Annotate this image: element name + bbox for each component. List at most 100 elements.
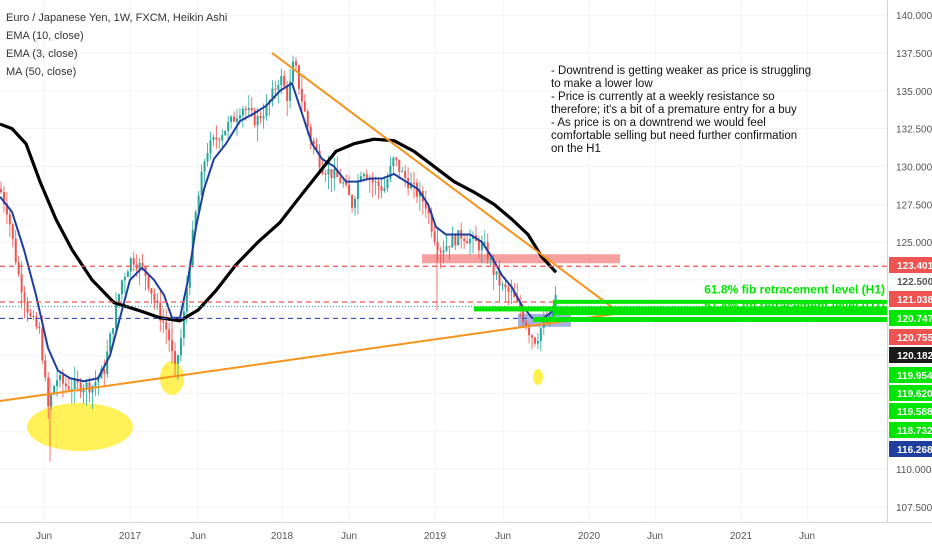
candle-body	[531, 335, 533, 338]
candle-body	[174, 351, 177, 364]
candle-body	[280, 75, 283, 86]
candle-body	[147, 275, 150, 289]
x-tick-label: 2021	[730, 531, 753, 542]
candle-body	[64, 383, 67, 387]
candle-body	[0, 189, 2, 193]
candle-body	[32, 316, 35, 318]
x-tick-label: 2019	[424, 531, 447, 542]
x-tick-label: 2018	[271, 531, 294, 542]
candle-body	[513, 291, 516, 297]
candle-body	[430, 213, 433, 232]
candle-body	[126, 271, 129, 278]
candle-body	[495, 271, 498, 275]
candle-body	[439, 250, 442, 253]
candle-body	[162, 320, 165, 323]
trendline-downtrend	[271, 52, 621, 315]
candle-body	[489, 258, 492, 260]
candle-body	[109, 333, 112, 352]
price-label: 119.588	[897, 407, 932, 418]
candle-body	[374, 181, 377, 183]
candle-body	[356, 181, 359, 199]
fib-bar	[474, 306, 887, 312]
analysis-note: - Downtrend is getting weaker as price i…	[551, 65, 812, 155]
candle-body	[250, 107, 253, 111]
candle-body	[339, 177, 342, 183]
candle-body	[413, 182, 415, 184]
x-tick-label: Jun	[495, 531, 511, 542]
candle-body	[380, 186, 383, 191]
candle-body	[262, 116, 265, 119]
price-label-bg	[889, 441, 932, 457]
candle-body	[256, 115, 259, 126]
candle-body	[539, 328, 542, 342]
candle-body	[271, 88, 274, 102]
candle-body	[91, 386, 94, 393]
candle-body	[330, 168, 333, 179]
legend-ma50: MA (50, close)	[6, 66, 77, 78]
candle-body	[129, 258, 132, 272]
candle-body	[76, 379, 79, 383]
price-label-bg	[889, 422, 932, 438]
x-tick-label: Jun	[647, 531, 663, 542]
candle-body	[333, 169, 336, 179]
candle-body	[551, 309, 554, 316]
candle-body	[283, 75, 286, 87]
candle-body	[292, 61, 295, 82]
candle-body	[44, 360, 47, 378]
candle-body	[168, 329, 171, 341]
candle-body	[427, 208, 430, 214]
candle-body	[132, 258, 135, 265]
y-tick-label: 125.000	[896, 238, 932, 249]
candle-body	[241, 108, 244, 116]
fib-label: 61.8% fib retracement level (H1)	[704, 283, 885, 297]
candle-body	[345, 182, 348, 185]
candle-body	[274, 88, 277, 90]
price-label-bg	[889, 367, 932, 383]
chart-title: Euro / Japanese Yen, 1W, FXCM, Heikin As…	[6, 12, 228, 24]
candle-body	[23, 292, 26, 303]
candle-body	[5, 203, 8, 215]
candle-body	[53, 386, 56, 395]
candle-body	[463, 238, 466, 242]
candle-body	[70, 388, 73, 390]
candle-body	[209, 140, 212, 154]
candle-body	[97, 378, 100, 383]
x-tick-label: 2020	[578, 531, 601, 542]
ma50-line	[0, 122, 558, 323]
candle-body	[498, 271, 501, 286]
price-label: 120.747	[897, 314, 932, 325]
x-tick-label: Jun	[36, 531, 52, 542]
candle-body	[206, 153, 209, 162]
candle-body	[188, 265, 191, 288]
y-tick-label: 132.500	[896, 125, 932, 136]
candle-body	[510, 291, 513, 293]
candle-body	[247, 107, 250, 111]
price-label-bg	[889, 329, 932, 345]
legend-ema3: EMA (3, close)	[6, 48, 78, 60]
y-tick-label: 127.500	[896, 200, 932, 211]
y-tick-label: 137.500	[896, 49, 932, 60]
candle-body	[401, 171, 404, 173]
candle-body	[82, 389, 85, 393]
candle-body	[185, 287, 188, 312]
candle-body	[392, 157, 395, 166]
candle-body	[150, 288, 153, 294]
price-label: 119.620	[897, 389, 932, 400]
candle-body	[17, 262, 20, 275]
candle-body	[386, 178, 389, 189]
candle-body	[218, 139, 221, 141]
candle-body	[436, 241, 439, 251]
highlight-ellipse-2016	[27, 403, 133, 451]
y-tick-label: 135.000	[896, 87, 932, 98]
price-label-bg	[889, 403, 932, 419]
candle-body	[73, 379, 76, 389]
price-label-bg	[889, 385, 932, 401]
y-tick-label: 140.000	[896, 11, 932, 22]
candle-body	[141, 262, 144, 267]
candle-body	[244, 108, 247, 111]
candle-body	[398, 159, 401, 172]
price-label-bg	[889, 310, 932, 326]
candle-body	[277, 85, 280, 90]
candle-body	[238, 115, 241, 119]
